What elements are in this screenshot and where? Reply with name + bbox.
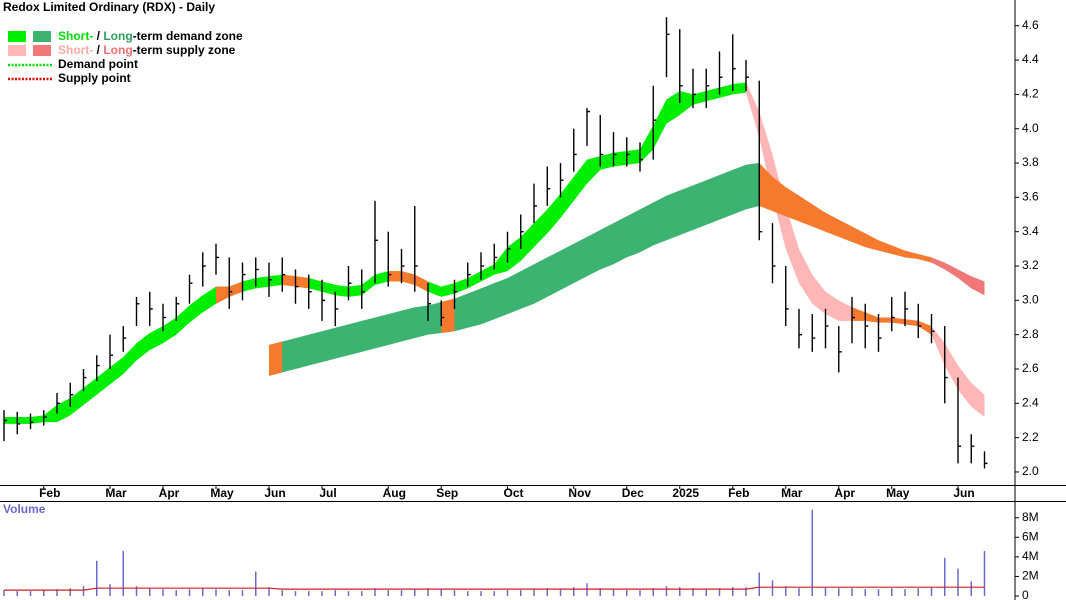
legend-swatch [8, 31, 26, 42]
volume-tick-label: 6M [1022, 529, 1039, 543]
legend-text-part: Short- [58, 29, 93, 43]
x-tick-label: Apr [834, 486, 855, 500]
legend-text-part: / [93, 29, 103, 43]
y-tick-label: 4.6 [1022, 18, 1039, 32]
x-tick-label: Mar [105, 486, 127, 500]
legend-text-part: Long [103, 43, 132, 57]
zone-band [759, 163, 932, 263]
volume-tick-label: 2M [1022, 569, 1039, 583]
legend-swatch [33, 31, 51, 42]
y-tick-label: 2.4 [1022, 395, 1039, 409]
legend-text-part: Short- [58, 43, 93, 57]
x-tick-label: Mar [781, 486, 803, 500]
x-tick-label: Feb [39, 486, 60, 500]
x-tick-label: Jun [953, 486, 974, 500]
legend-swatch [33, 45, 51, 56]
volume-tick-label: 8M [1022, 510, 1039, 524]
legend-text-part: Demand point [58, 57, 138, 71]
x-tick-label: Feb [728, 486, 749, 500]
y-tick-label: 3.8 [1022, 155, 1039, 169]
zone-band [269, 163, 760, 376]
y-tick-label: 3.4 [1022, 224, 1039, 238]
y-tick-label: 2.6 [1022, 361, 1039, 375]
zone-band [931, 257, 985, 296]
zone-band [388, 271, 428, 292]
x-tick-label: Aug [383, 486, 406, 500]
y-tick-label: 3.6 [1022, 190, 1039, 204]
x-tick-label: May [886, 486, 910, 500]
legend-text-part: -term demand zone [133, 29, 243, 43]
y-tick-label: 4.4 [1022, 52, 1039, 66]
y-tick-label: 3.2 [1022, 258, 1039, 272]
x-tick-label: Jun [264, 486, 285, 500]
legend-label: Demand point [58, 57, 138, 71]
volume-label: Volume [3, 502, 46, 516]
x-tick-label: Jul [319, 486, 336, 500]
x-tick-label: 2025 [672, 486, 699, 500]
x-tick-label: Apr [159, 486, 180, 500]
plot-area: 2.0 2.2 2.4 2.6 2.8 3.0 3.2 3.4 3.6 3.8 4.0 4.2 4.4 4… [3, 17, 1039, 600]
y-tick-label: 2.2 [1022, 430, 1039, 444]
legend-swatch [8, 45, 26, 56]
chart-title: Redox Limited Ordinary (RDX) - Daily [3, 0, 215, 14]
zone-band [269, 341, 283, 376]
legend-text-part: / [93, 43, 103, 57]
legend-label: Short- / Long-term demand zone [58, 29, 243, 43]
zone-band [4, 82, 746, 424]
x-tick-label: Dec [622, 486, 644, 500]
y-tick-label: 4.0 [1022, 121, 1039, 135]
x-tick-label: May [210, 486, 234, 500]
legend-text-part: Supply point [58, 71, 131, 85]
x-tick-label: Nov [568, 486, 591, 500]
y-tick-label: 2.8 [1022, 327, 1039, 341]
legend-text-part: Long [103, 29, 132, 43]
legend-text-part: -term supply zone [133, 43, 236, 57]
y-tick-label: 4.2 [1022, 87, 1039, 101]
x-tick-label: Oct [503, 486, 523, 500]
legend-label: Supply point [58, 71, 131, 85]
y-tick-label: 3.0 [1022, 293, 1039, 307]
volume-tick-label: 4M [1022, 549, 1039, 563]
volume-tick-label: 0 [1022, 588, 1029, 600]
x-tick-label: Sep [436, 486, 458, 500]
y-tick-label: 2.0 [1022, 464, 1039, 478]
volume-average-line [4, 586, 985, 591]
zone-band [746, 82, 985, 418]
zone-band [441, 298, 455, 333]
legend-label: Short- / Long-term supply zone [58, 43, 236, 57]
